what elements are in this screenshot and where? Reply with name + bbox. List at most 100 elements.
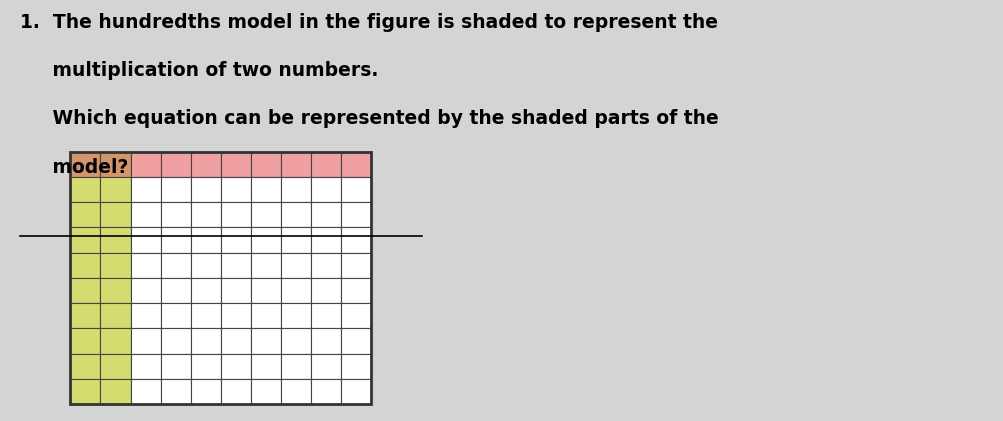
Bar bbox=[221, 278, 251, 303]
Bar bbox=[221, 202, 251, 227]
Bar bbox=[311, 278, 341, 303]
Bar bbox=[251, 202, 281, 227]
Bar bbox=[100, 379, 130, 404]
Bar bbox=[191, 253, 221, 278]
Bar bbox=[311, 253, 341, 278]
Bar bbox=[191, 278, 221, 303]
Bar bbox=[130, 328, 160, 354]
Bar bbox=[251, 177, 281, 202]
Bar bbox=[311, 152, 341, 177]
Bar bbox=[251, 253, 281, 278]
Bar bbox=[281, 303, 311, 328]
Bar bbox=[70, 354, 100, 379]
Bar bbox=[160, 227, 191, 253]
Bar bbox=[70, 278, 100, 303]
Bar bbox=[70, 227, 100, 253]
Bar bbox=[70, 303, 100, 328]
Bar bbox=[251, 278, 281, 303]
Bar bbox=[281, 354, 311, 379]
Bar bbox=[281, 278, 311, 303]
Bar bbox=[341, 227, 371, 253]
Bar bbox=[281, 379, 311, 404]
Bar bbox=[100, 227, 130, 253]
Text: multiplication of two numbers.: multiplication of two numbers. bbox=[20, 61, 378, 80]
Bar bbox=[100, 253, 130, 278]
Text: 1.  The hundredths model in the figure is shaded to represent the: 1. The hundredths model in the figure is… bbox=[20, 13, 717, 32]
Bar bbox=[281, 202, 311, 227]
Bar bbox=[160, 303, 191, 328]
Bar bbox=[70, 177, 100, 202]
Bar bbox=[311, 303, 341, 328]
Bar bbox=[160, 253, 191, 278]
Bar bbox=[281, 227, 311, 253]
Bar bbox=[70, 202, 100, 227]
Bar bbox=[160, 354, 191, 379]
Bar bbox=[130, 152, 160, 177]
Bar bbox=[221, 379, 251, 404]
Bar bbox=[251, 303, 281, 328]
Bar bbox=[341, 202, 371, 227]
Bar bbox=[311, 354, 341, 379]
Bar bbox=[70, 379, 100, 404]
Bar bbox=[221, 177, 251, 202]
Bar bbox=[160, 202, 191, 227]
Bar bbox=[221, 152, 251, 177]
Bar bbox=[221, 303, 251, 328]
Bar bbox=[311, 379, 341, 404]
Text: model?: model? bbox=[20, 158, 128, 177]
Bar bbox=[70, 152, 100, 177]
Bar bbox=[70, 152, 371, 404]
Bar bbox=[130, 303, 160, 328]
Bar bbox=[100, 303, 130, 328]
Bar bbox=[130, 227, 160, 253]
Bar bbox=[311, 227, 341, 253]
Bar bbox=[160, 328, 191, 354]
Bar bbox=[341, 152, 371, 177]
Bar bbox=[130, 202, 160, 227]
Bar bbox=[221, 253, 251, 278]
Bar bbox=[160, 177, 191, 202]
Bar bbox=[130, 379, 160, 404]
Bar bbox=[341, 303, 371, 328]
Bar bbox=[281, 253, 311, 278]
Bar bbox=[130, 354, 160, 379]
Bar bbox=[221, 328, 251, 354]
Bar bbox=[100, 152, 130, 177]
Bar bbox=[311, 328, 341, 354]
Bar bbox=[70, 253, 100, 278]
Text: Which equation can be represented by the shaded parts of the: Which equation can be represented by the… bbox=[20, 109, 718, 128]
Bar bbox=[341, 328, 371, 354]
Bar bbox=[221, 227, 251, 253]
Bar bbox=[191, 328, 221, 354]
Bar bbox=[251, 379, 281, 404]
Bar bbox=[130, 177, 160, 202]
Bar bbox=[100, 202, 130, 227]
Bar bbox=[341, 379, 371, 404]
Bar bbox=[160, 379, 191, 404]
Bar bbox=[160, 278, 191, 303]
Bar bbox=[70, 328, 100, 354]
Bar bbox=[281, 152, 311, 177]
Bar bbox=[251, 152, 281, 177]
Bar bbox=[191, 227, 221, 253]
Bar bbox=[100, 177, 130, 202]
Bar bbox=[191, 354, 221, 379]
Bar bbox=[221, 354, 251, 379]
Bar bbox=[311, 177, 341, 202]
Bar bbox=[191, 177, 221, 202]
Bar bbox=[100, 354, 130, 379]
Bar bbox=[160, 152, 191, 177]
Bar bbox=[341, 177, 371, 202]
Bar bbox=[100, 278, 130, 303]
Bar bbox=[311, 202, 341, 227]
Bar bbox=[130, 253, 160, 278]
Bar bbox=[251, 227, 281, 253]
Bar bbox=[251, 328, 281, 354]
Bar bbox=[100, 328, 130, 354]
Bar bbox=[251, 354, 281, 379]
Bar bbox=[341, 278, 371, 303]
Bar bbox=[191, 379, 221, 404]
Bar bbox=[281, 177, 311, 202]
Bar bbox=[130, 278, 160, 303]
Bar bbox=[281, 328, 311, 354]
